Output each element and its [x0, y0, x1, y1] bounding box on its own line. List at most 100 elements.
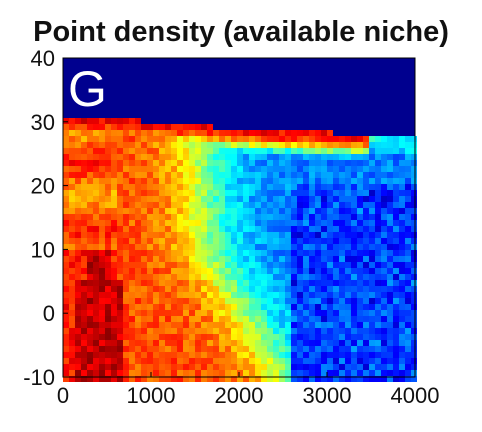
density-cell [87, 142, 93, 148]
density-cell [189, 334, 195, 340]
density-cell [345, 364, 351, 370]
density-cell [387, 304, 393, 310]
density-cell [237, 328, 243, 334]
density-cell [237, 190, 243, 196]
density-cell [327, 202, 333, 208]
density-cell [105, 340, 111, 346]
density-cell [99, 310, 105, 316]
density-cell [141, 130, 147, 136]
density-cell [357, 178, 363, 184]
density-cell [231, 160, 237, 166]
density-cell [249, 220, 255, 226]
density-cell [297, 340, 303, 346]
density-cell [303, 274, 309, 280]
density-cell [231, 148, 237, 154]
density-cell [315, 130, 321, 136]
density-cell [189, 184, 195, 190]
density-cell [69, 124, 75, 130]
density-cell [333, 220, 339, 226]
density-cell [177, 142, 183, 148]
density-cell [393, 274, 399, 280]
density-cell [339, 136, 345, 142]
density-cell [231, 244, 237, 250]
density-cell [405, 316, 411, 322]
density-cell [381, 178, 387, 184]
density-cell [81, 118, 87, 124]
density-cell [237, 220, 243, 226]
density-cell [339, 256, 345, 262]
density-cell [333, 376, 339, 382]
density-cell [123, 208, 129, 214]
density-cell [309, 340, 315, 346]
density-cell [69, 166, 75, 172]
density-cell [297, 148, 303, 154]
density-cell [93, 238, 99, 244]
density-cell [93, 346, 99, 352]
density-cell [297, 322, 303, 328]
density-cell [69, 304, 75, 310]
density-cell [81, 160, 87, 166]
density-cell [339, 352, 345, 358]
density-cell [249, 292, 255, 298]
density-cell [357, 304, 363, 310]
density-cell [201, 232, 207, 238]
density-cell [201, 244, 207, 250]
density-cell [279, 376, 285, 382]
density-cell [165, 160, 171, 166]
density-cell [387, 328, 393, 334]
density-cell [159, 334, 165, 340]
density-cell [339, 268, 345, 274]
density-cell [147, 184, 153, 190]
density-cell [321, 130, 327, 136]
density-cell [375, 310, 381, 316]
density-cell [153, 136, 159, 142]
density-cell [261, 262, 267, 268]
density-cell [285, 250, 291, 256]
density-cell [171, 232, 177, 238]
density-cell [207, 256, 213, 262]
density-cell [159, 358, 165, 364]
density-cell [357, 322, 363, 328]
density-cell [105, 250, 111, 256]
density-cell [63, 118, 69, 124]
density-cell [339, 340, 345, 346]
density-cell [231, 178, 237, 184]
density-cell [285, 268, 291, 274]
density-cell [207, 310, 213, 316]
density-cell [387, 160, 393, 166]
density-cell [87, 376, 93, 382]
density-cell [123, 154, 129, 160]
density-cell [87, 280, 93, 286]
density-cell [369, 184, 375, 190]
density-cell [117, 292, 123, 298]
density-cell [135, 196, 141, 202]
density-cell [327, 364, 333, 370]
density-cell [171, 304, 177, 310]
density-cell [249, 190, 255, 196]
density-cell [357, 214, 363, 220]
density-cell [363, 136, 369, 142]
density-cell [375, 316, 381, 322]
density-cell [105, 334, 111, 340]
density-cell [81, 358, 87, 364]
density-cell [249, 238, 255, 244]
density-cell [339, 250, 345, 256]
density-cell [213, 130, 219, 136]
density-cell [225, 262, 231, 268]
density-cell [279, 364, 285, 370]
density-cell [141, 190, 147, 196]
density-cell [69, 346, 75, 352]
density-cell [345, 172, 351, 178]
density-cell [189, 352, 195, 358]
density-cell [237, 214, 243, 220]
density-cell [141, 370, 147, 376]
density-cell [351, 166, 357, 172]
density-cell [81, 310, 87, 316]
density-cell [213, 268, 219, 274]
density-cell [315, 160, 321, 166]
density-cell [147, 220, 153, 226]
density-cell [69, 232, 75, 238]
density-cell [165, 280, 171, 286]
density-cell [195, 286, 201, 292]
density-cell [327, 238, 333, 244]
